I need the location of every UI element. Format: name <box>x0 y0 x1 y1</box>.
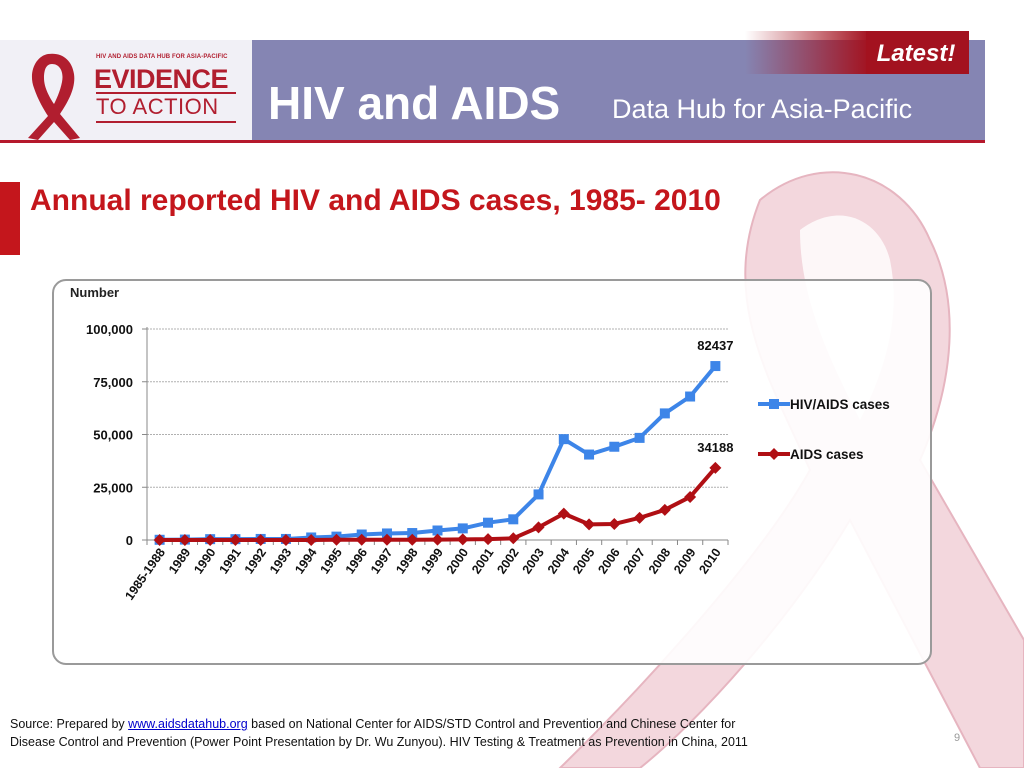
x-tick-label: 1997 <box>368 546 395 577</box>
data-point <box>254 534 267 546</box>
logo-divider <box>96 121 236 123</box>
data-point <box>355 533 368 546</box>
data-point <box>406 533 419 546</box>
data-point <box>457 523 468 534</box>
data-point <box>659 408 670 419</box>
x-tick-label: 2005 <box>570 546 597 577</box>
x-tick-label: 1999 <box>419 546 446 577</box>
page-number: 9 <box>954 732 961 744</box>
data-point <box>229 534 242 546</box>
x-tick-label: 2010 <box>696 546 723 577</box>
data-point <box>483 517 494 528</box>
data-point <box>609 441 620 452</box>
data-point <box>508 514 519 525</box>
x-tick-label: 2003 <box>520 546 547 577</box>
logo-to-action-text: TO ACTION <box>96 94 219 119</box>
data-point <box>532 521 545 534</box>
y-tick-label: 100,000 <box>86 322 133 337</box>
data-point <box>507 532 520 545</box>
data-point <box>407 528 418 539</box>
source-note: Source: Prepared by www.aidsdatahub.org … <box>10 715 748 751</box>
x-tick-label: 1992 <box>242 546 269 577</box>
x-tick-label: 1994 <box>292 546 319 577</box>
x-tick-label: 2009 <box>671 546 698 577</box>
x-tick-label: 2002 <box>494 546 521 577</box>
data-point <box>684 490 697 503</box>
data-point <box>709 461 722 474</box>
x-tick-label: 1996 <box>343 546 370 577</box>
data-point <box>634 432 645 443</box>
latest-label[interactable]: Latest! <box>876 40 956 67</box>
data-point <box>583 518 596 531</box>
data-label: 34188 <box>697 440 733 455</box>
source-line-2: Disease Control and Prevention (Power Po… <box>10 735 748 749</box>
legend-marker <box>769 399 779 409</box>
latest-tab-fade <box>745 31 870 74</box>
banner-title: HIV and AIDS <box>268 77 561 129</box>
data-label: 82437 <box>697 338 733 353</box>
data-point <box>153 534 166 546</box>
data-point <box>456 533 469 546</box>
data-point <box>557 507 570 520</box>
slide-title: Annual reported HIV and AIDS cases, 1985… <box>30 184 721 217</box>
x-tick-label: 2006 <box>595 546 622 577</box>
logo-evidence-text: EVIDENCE <box>94 64 229 94</box>
y-tick-label: 50,000 <box>93 428 133 443</box>
x-tick-label: 1991 <box>216 546 243 577</box>
data-point <box>381 528 392 539</box>
legend-label: HIV/AIDS cases <box>790 397 890 412</box>
y-tick-label: 75,000 <box>93 375 133 390</box>
x-tick-label: 1985-1988 <box>122 546 168 603</box>
data-point <box>685 391 696 402</box>
data-point <box>431 533 444 546</box>
y-tick-label: 0 <box>126 533 133 548</box>
data-point <box>533 489 544 500</box>
x-tick-label: 2001 <box>469 546 496 577</box>
data-point <box>330 533 343 546</box>
data-point <box>432 525 443 536</box>
x-tick-label: 1998 <box>393 546 420 577</box>
source-suffix: based on National Center for AIDS/STD Co… <box>247 717 736 731</box>
chart-frame <box>52 279 932 665</box>
banner-subtitle: Data Hub for Asia-Pacific <box>612 94 913 124</box>
legend-label: AIDS cases <box>790 447 864 462</box>
logo-tagline: HIV AND AIDS DATA HUB FOR ASIA-PACIFIC <box>96 54 228 60</box>
x-tick-label: 1993 <box>267 546 294 577</box>
data-point <box>279 534 292 546</box>
x-tick-label: 1990 <box>191 546 218 577</box>
data-point <box>584 449 595 460</box>
x-tick-label: 2000 <box>444 546 471 577</box>
data-point <box>633 511 646 524</box>
x-tick-label: 2007 <box>621 546 648 577</box>
data-point <box>305 534 318 546</box>
x-tick-label: 2004 <box>545 546 572 577</box>
y-tick-label: 25,000 <box>93 480 133 495</box>
x-tick-label: 2008 <box>646 546 673 577</box>
data-point <box>380 533 393 546</box>
source-link[interactable]: www.aidsdatahub.org <box>128 717 248 731</box>
x-tick-label: 1995 <box>317 546 344 577</box>
logo-divider <box>96 92 236 94</box>
legend-marker <box>768 448 780 460</box>
red-ribbon-logo-icon <box>28 53 80 140</box>
data-point <box>178 534 191 546</box>
data-point <box>482 533 495 546</box>
data-point <box>204 534 217 546</box>
data-point <box>608 517 621 530</box>
title-accent-bar <box>0 182 20 255</box>
data-point <box>710 361 721 372</box>
y-axis-label: Number <box>70 285 119 300</box>
data-point <box>558 434 569 445</box>
data-point <box>658 503 671 516</box>
series-line <box>159 364 717 542</box>
x-tick-label: 1989 <box>166 546 193 577</box>
source-prefix: Source: Prepared by <box>10 717 129 731</box>
latest-tab[interactable] <box>866 31 969 74</box>
